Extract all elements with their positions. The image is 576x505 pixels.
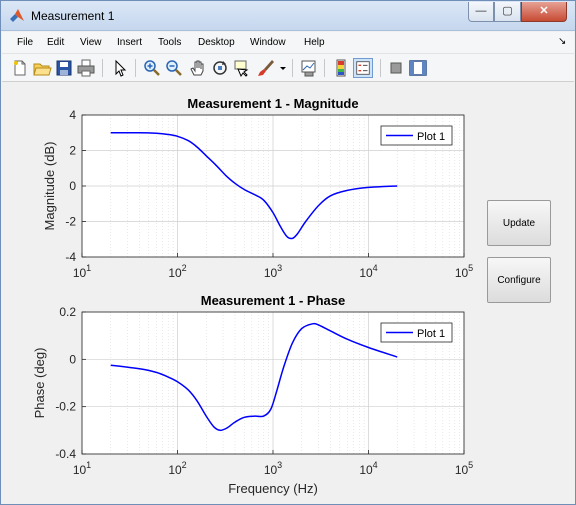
legend[interactable]: Plot 1 xyxy=(380,322,453,343)
menu-window[interactable]: Window xyxy=(250,37,286,48)
menu-bar: File Edit View Insert Tools Desktop Wind… xyxy=(2,32,574,54)
legend-entry-label: Plot 1 xyxy=(417,131,445,143)
menu-help[interactable]: Help xyxy=(304,37,325,48)
menu-insert[interactable]: Insert xyxy=(117,37,143,48)
insert-legend-icon[interactable] xyxy=(353,58,373,78)
y-tick-label: 0.2 xyxy=(59,305,76,319)
axes-title: Measurement 1 - Phase xyxy=(201,293,346,308)
plots-canvas: 101 102 103 104 105 -4 -2 0 2 4 Measurement 1 - Ma… xyxy=(32,96,473,496)
zoom-in-icon[interactable] xyxy=(142,58,162,78)
data-cursor-icon[interactable] xyxy=(232,58,252,78)
y-axis-label: Magnitude (dB) xyxy=(42,142,57,231)
series-line-plot-1[interactable] xyxy=(110,132,398,240)
dock-arrow-icon[interactable]: ↘ xyxy=(558,36,567,47)
zoom-out-icon[interactable] xyxy=(164,58,184,78)
toolbar-separator xyxy=(324,59,325,77)
y-tick-label: 0 xyxy=(69,352,76,366)
figure-area: 101 102 103 104 105 -4 -2 0 2 4 Measurement 1 - Ma… xyxy=(2,83,574,504)
brush-dropdown-icon[interactable] xyxy=(278,58,288,78)
toolbar-separator xyxy=(102,59,103,77)
toolbar-separator xyxy=(135,59,136,77)
title-bar[interactable]: Measurement 1 — ▢ ✕ xyxy=(1,1,575,31)
menu-desktop[interactable]: Desktop xyxy=(198,37,235,48)
legend-entry-label: Plot 1 xyxy=(417,328,445,340)
minimize-button[interactable]: — xyxy=(468,2,494,22)
x-tick-label: 102 xyxy=(168,263,186,280)
toolbar-separator xyxy=(292,59,293,77)
y-tick-label: -4 xyxy=(65,250,76,264)
select-arrow-icon[interactable] xyxy=(110,58,130,78)
print-icon[interactable] xyxy=(76,58,96,78)
y-tick-label: -2 xyxy=(65,215,76,229)
axes-title: Measurement 1 - Magnitude xyxy=(187,96,358,111)
legend[interactable]: Plot 1 xyxy=(380,125,453,146)
x-axis-label: Frequency (Hz) xyxy=(228,481,318,496)
menu-tools[interactable]: Tools xyxy=(158,37,182,48)
legend-box xyxy=(380,322,453,343)
insert-colorbar-icon[interactable] xyxy=(331,58,351,78)
matlab-logo-icon xyxy=(10,9,24,22)
maximize-button[interactable]: ▢ xyxy=(494,2,521,22)
y-tick-label: 0 xyxy=(69,179,76,193)
hide-plot-tools-icon[interactable] xyxy=(386,58,406,78)
x-tick-label: 104 xyxy=(359,460,377,477)
magnitude-axes[interactable]: 101 102 103 104 105 -4 -2 0 2 4 Measurement 1 - Ma… xyxy=(42,96,473,280)
figure-toolbar xyxy=(2,54,574,82)
x-tick-label: 103 xyxy=(264,460,282,477)
brush-icon[interactable] xyxy=(256,58,276,78)
series-line-plot-1[interactable] xyxy=(110,322,398,432)
rotate-3d-icon[interactable] xyxy=(210,58,230,78)
new-figure-icon[interactable] xyxy=(10,58,30,78)
x-tick-label: 101 xyxy=(73,263,91,280)
x-tick-label: 101 xyxy=(73,460,91,477)
phase-axes[interactable]: 101 102 103 104 105 -0.4 -0.2 0 0.2 Measurement 1… xyxy=(32,293,473,496)
y-tick-label: 2 xyxy=(69,144,76,158)
x-tick-label: 104 xyxy=(359,263,377,280)
menu-edit[interactable]: Edit xyxy=(47,37,65,48)
y-tick-label: -0.2 xyxy=(55,400,76,414)
x-tick-label: 103 xyxy=(264,263,282,280)
close-button[interactable]: ✕ xyxy=(521,2,567,22)
y-tick-label: 4 xyxy=(69,108,76,122)
show-plot-tools-icon[interactable] xyxy=(408,58,428,78)
y-axis-label: Phase (deg) xyxy=(32,348,47,419)
menu-view[interactable]: View xyxy=(80,37,102,48)
pan-hand-icon[interactable] xyxy=(188,58,208,78)
legend-box xyxy=(380,125,453,146)
menu-file[interactable]: File xyxy=(17,37,34,48)
x-tick-label: 102 xyxy=(168,460,186,477)
update-button[interactable]: Update xyxy=(487,200,551,246)
window-title: Measurement 1 xyxy=(31,9,115,23)
save-icon[interactable] xyxy=(54,58,74,78)
y-tick-label: -0.4 xyxy=(55,447,76,461)
configure-button[interactable]: Configure xyxy=(487,257,551,303)
x-tick-label: 105 xyxy=(455,460,473,477)
x-tick-label: 105 xyxy=(455,263,473,280)
toolbar-separator xyxy=(380,59,381,77)
link-plot-icon[interactable] xyxy=(299,58,319,78)
open-file-icon[interactable] xyxy=(32,58,52,78)
